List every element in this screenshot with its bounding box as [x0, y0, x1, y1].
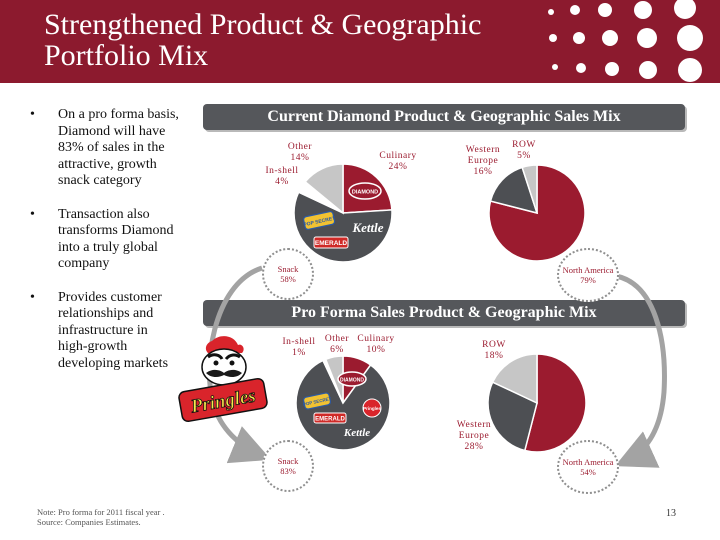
diamond-logo-text: DIAMOND: [340, 378, 364, 384]
pringles-logo-mini: Pringles: [362, 398, 382, 418]
kettle-logo-text: Kettle: [343, 427, 370, 439]
pie-slice-western-europe: [487, 381, 538, 452]
bullet-item: Transaction also transforms Diamond into…: [30, 207, 180, 273]
emerald-logo-text: EMERALD: [315, 240, 347, 247]
label-value: 4%: [275, 177, 289, 187]
pringles-brows: [207, 353, 241, 361]
pie-current-geo: [488, 164, 586, 262]
popsecret-logo-proforma: POP SECRET: [302, 392, 332, 410]
kettle-logo-text: Kettle: [351, 220, 383, 235]
label-proforma-culinary: Culinary 10%: [350, 334, 402, 356]
label-value: 5%: [517, 151, 531, 161]
label-proforma-other: Other 6%: [316, 334, 358, 356]
title-line-1: Strengthened Product & Geographic: [44, 8, 482, 41]
bubble-value: 54%: [580, 467, 596, 477]
emerald-logo-proforma: EMERALD: [313, 412, 347, 424]
footnote-note: Note: Pro forma for 2011 fiscal year .: [37, 507, 165, 517]
label-name: Western Europe: [465, 145, 501, 166]
diamond-logo-text: DIAMOND: [352, 190, 378, 196]
bubble-value: 79%: [580, 275, 596, 285]
emerald-logo-current: EMERALD: [313, 236, 349, 249]
slide-title: Strengthened Product & Geographic Portfo…: [44, 9, 481, 71]
label-name: ROW: [482, 340, 506, 350]
footnote: Note: Pro forma for 2011 fiscal year . S…: [37, 507, 165, 527]
label-name: Other: [287, 142, 313, 152]
label-name: Western Europe: [456, 420, 492, 441]
header-banner: Strengthened Product & Geographic Portfo…: [0, 0, 720, 83]
label-name: Other: [324, 334, 350, 344]
proforma-mix-banner: Pro Forma Sales Product & Geographic Mix: [203, 300, 685, 326]
bubble-proforma-snack: Snack 83%: [262, 440, 314, 492]
bubble-name: Snack: [277, 456, 299, 466]
popsecret-logo-current: POP SECRET: [303, 210, 336, 231]
bullet-item: Provides customer relationships and infr…: [30, 290, 180, 373]
label-value: 14%: [290, 153, 310, 163]
kettle-logo-proforma: Kettle: [343, 427, 370, 439]
label-current-other: Other 14%: [276, 142, 324, 164]
arrow-north-america: [614, 273, 667, 468]
label-value: 28%: [464, 442, 484, 452]
bullet-list: On a pro forma basis, Diamond will have …: [30, 107, 180, 389]
emerald-logo-text: EMERALD: [315, 417, 345, 423]
label-name: Culinary: [379, 151, 417, 161]
bubble-value: 83%: [280, 466, 296, 476]
pie-slice-other: [304, 163, 344, 215]
pie-slice-other: [324, 355, 344, 404]
bubble-name: Snack: [277, 264, 299, 274]
pie-slice-north-america: [488, 164, 586, 262]
diamond-logo-current: DIAMOND: [348, 182, 382, 200]
bubble-proforma-north-america: North America 54%: [557, 440, 619, 494]
bubble-name: North America: [562, 457, 614, 467]
label-value: 24%: [388, 162, 408, 172]
footnote-source: Source: Companies Estimates.: [37, 517, 141, 527]
pringles-hair: [205, 336, 244, 353]
pie-slice-row: [491, 353, 538, 405]
pringles-wordmark-bg: [178, 377, 268, 423]
label-value: 1%: [292, 348, 306, 358]
popsecret-logo-text: POP SECRET: [302, 396, 332, 407]
pie-slice-snack: [295, 359, 391, 451]
pringles-face: [201, 348, 247, 386]
label-value: 16%: [473, 167, 493, 177]
decorative-dots: [548, 0, 703, 82]
kettle-logo-current: Kettle: [351, 220, 383, 235]
title-line-2: Portfolio Mix: [44, 39, 209, 72]
bubble-name: North America: [562, 265, 614, 275]
pie-proforma-product: [295, 355, 391, 451]
label-value: 10%: [366, 345, 386, 355]
pringles-mustache: [206, 369, 242, 377]
pie-slice-north-america: [523, 353, 587, 453]
label-name: ROW: [512, 140, 536, 150]
pie-slice-row: [521, 164, 538, 214]
pringles-logo: Pringles: [178, 336, 268, 423]
page-number: 13: [666, 508, 676, 519]
label-proforma-western-europe: Western Europe 28%: [447, 420, 501, 453]
bubble-value: 58%: [280, 274, 296, 284]
label-proforma-inshell: In-shell 1%: [275, 337, 323, 359]
current-mix-banner: Current Diamond Product & Geographic Sal…: [203, 104, 685, 130]
label-name: In-shell: [282, 337, 316, 347]
bubble-current-north-america: North America 79%: [557, 248, 619, 302]
label-name: In-shell: [265, 166, 299, 176]
label-proforma-row: ROW 18%: [474, 340, 514, 362]
label-current-western-europe: Western Europe 16%: [458, 145, 508, 178]
label-value: 18%: [484, 351, 504, 361]
label-value: 6%: [330, 345, 344, 355]
diamond-logo-proforma: DIAMOND: [337, 371, 367, 387]
bubble-current-snack: Snack 58%: [262, 248, 314, 300]
pie-proforma-geo: [487, 353, 587, 453]
pringles-mini-text: Pringles: [363, 406, 381, 411]
label-current-inshell: In-shell 4%: [258, 166, 306, 188]
bullet-item: On a pro forma basis, Diamond will have …: [30, 107, 180, 190]
label-current-culinary: Culinary 24%: [372, 151, 424, 173]
label-current-row: ROW 5%: [505, 140, 543, 162]
label-name: Culinary: [357, 334, 395, 344]
